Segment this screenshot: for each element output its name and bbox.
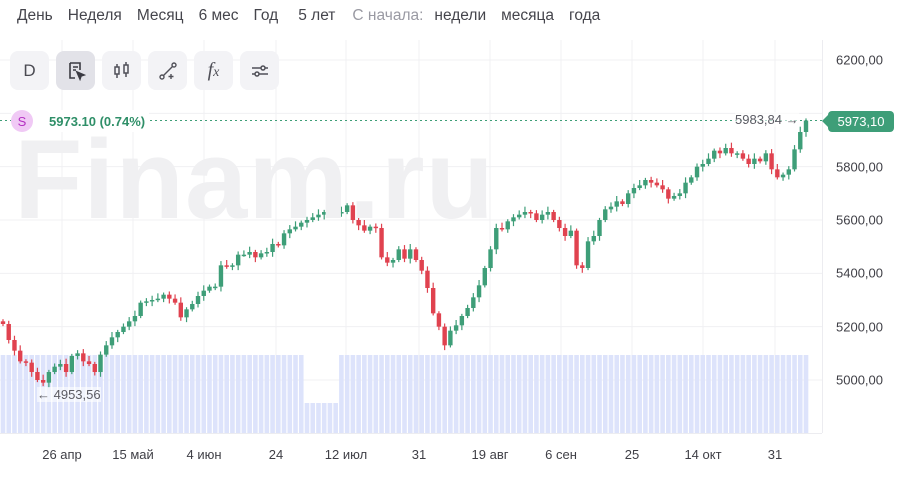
time-tick: 26 апр: [42, 447, 82, 462]
time-tick: 19 авг: [471, 447, 509, 462]
period-year[interactable]: Год: [253, 7, 279, 24]
period-low-label: ← 4953,56: [37, 387, 101, 402]
period-week[interactable]: Неделя: [67, 7, 122, 24]
price-tick: 5800,00: [836, 159, 883, 175]
line-add-icon: [158, 61, 177, 80]
function-fx-icon: fx: [207, 59, 220, 81]
time-tick: 12 июл: [324, 447, 368, 462]
since-week[interactable]: недели: [434, 7, 487, 24]
legend-value: 5973.10 (0.74%): [49, 113, 146, 129]
indicators-button[interactable]: fx: [194, 51, 233, 90]
candles-icon: [113, 61, 129, 78]
chart-type-button[interactable]: [102, 51, 141, 90]
last-price-tag: 5973,10: [822, 111, 894, 132]
period-6m[interactable]: 6 мес: [198, 7, 239, 24]
time-tick: 25: [624, 447, 640, 462]
price-tick: 5000,00: [836, 372, 883, 388]
period-month[interactable]: Месяц: [136, 7, 184, 24]
time-tick: 31: [411, 447, 427, 462]
time-axis[interactable]: 26 апр 15 май 4 июн 24 12 июл 31 19 авг 6 сен 25…: [0, 433, 822, 478]
time-tick: 31: [767, 447, 783, 462]
price-tick: 6200,00: [836, 52, 883, 68]
since-year[interactable]: года: [569, 7, 601, 24]
select-cursor-icon: [68, 61, 86, 81]
drawing-tools-button[interactable]: [148, 51, 187, 90]
time-tick: 14 окт: [684, 447, 722, 462]
time-tick: 15 май: [112, 447, 154, 462]
price-tick: 5200,00: [836, 319, 883, 335]
settings-button[interactable]: [240, 51, 279, 90]
period-bar: День Неделя Месяц 6 мес Год 5 лет С нача…: [0, 0, 903, 32]
period-high-label: 5983,84 →: [735, 112, 799, 127]
time-tick: 24: [268, 447, 284, 462]
chart-toolbar: D fx: [10, 51, 279, 90]
interval-button[interactable]: D: [10, 51, 49, 90]
time-tick: 6 сен: [545, 447, 577, 462]
since-month[interactable]: месяца: [501, 7, 555, 24]
symbol-badge[interactable]: S: [11, 110, 33, 132]
period-5y[interactable]: 5 лет: [298, 7, 336, 24]
select-tool-button[interactable]: [56, 51, 95, 90]
interval-label: D: [23, 60, 36, 80]
period-day[interactable]: День: [17, 7, 53, 24]
price-axis[interactable]: 6200,00 5800,00 5600,00 5400,00 5200,00 5000,…: [822, 40, 903, 433]
watermark: Finam.ru: [14, 117, 495, 242]
time-tick: 4 июн: [186, 447, 222, 462]
since-label: С начала:: [352, 7, 424, 24]
price-tick: 5600,00: [836, 212, 883, 228]
price-tick: 5400,00: [836, 265, 883, 281]
sliders-icon: [251, 64, 268, 77]
series-legend: S 5973.10 (0.74%): [11, 110, 150, 132]
